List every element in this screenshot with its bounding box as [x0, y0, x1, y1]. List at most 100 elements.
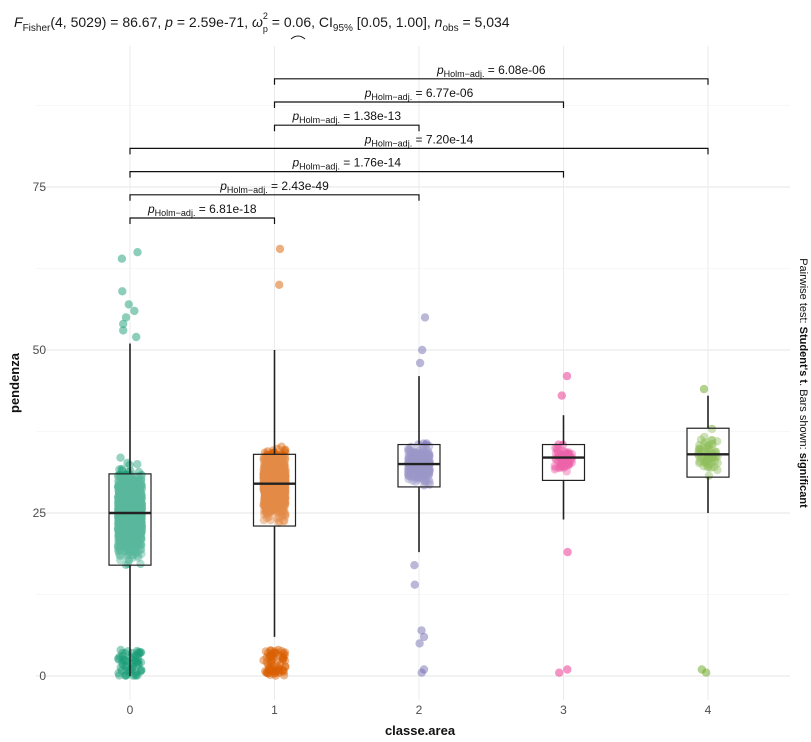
data-point — [133, 487, 143, 496]
data-point — [118, 516, 128, 525]
data-point — [279, 468, 288, 478]
data-point — [271, 503, 280, 513]
data-point — [259, 471, 268, 480]
data-point — [261, 507, 270, 516]
data-point — [116, 516, 126, 526]
data-point — [117, 517, 127, 527]
data-point — [271, 461, 280, 470]
data-point — [260, 468, 269, 477]
data-point — [114, 498, 123, 507]
data-point — [132, 499, 141, 508]
data-point — [269, 465, 279, 475]
data-point — [273, 490, 282, 500]
data-point — [273, 506, 282, 515]
data-point — [260, 472, 269, 481]
data-point — [271, 469, 280, 479]
data-point — [128, 482, 137, 491]
data-point — [123, 477, 132, 486]
data-point — [260, 466, 269, 475]
data-point — [134, 513, 143, 523]
data-point — [127, 523, 137, 532]
data-point — [125, 482, 134, 491]
data-point — [136, 490, 145, 499]
data-point — [122, 490, 131, 499]
data-point — [121, 505, 131, 514]
data-point — [114, 505, 123, 514]
data-point — [117, 538, 126, 547]
data-point — [126, 501, 136, 510]
data-point — [273, 473, 282, 482]
comparison-bracket — [129, 171, 565, 178]
data-point — [115, 536, 124, 545]
data-point — [114, 528, 123, 537]
data-point — [274, 456, 283, 465]
data-point — [274, 503, 284, 512]
data-point — [278, 460, 287, 469]
data-point — [134, 501, 143, 510]
data-point — [121, 514, 130, 524]
data-point — [263, 455, 272, 465]
data-point — [129, 487, 138, 496]
data-point — [118, 515, 127, 524]
data-point — [273, 492, 283, 501]
data-point — [134, 527, 143, 537]
data-point — [132, 646, 142, 656]
data-point — [129, 476, 138, 485]
data-point — [114, 513, 123, 522]
data-point — [136, 545, 146, 554]
data-point — [262, 484, 271, 493]
data-point — [135, 535, 145, 545]
data-point — [137, 502, 146, 511]
data-point — [134, 537, 143, 546]
data-point — [126, 490, 135, 499]
data-point — [122, 502, 131, 511]
comparison-label: pHolm−adj. = 1.38e-13 — [291, 109, 401, 125]
data-point — [132, 658, 142, 667]
data-point — [119, 492, 128, 501]
data-point — [260, 483, 269, 493]
data-point — [129, 489, 139, 498]
data-point — [122, 662, 132, 671]
data-point — [124, 531, 133, 540]
data-point — [271, 483, 281, 493]
data-point — [265, 488, 274, 497]
data-point — [262, 491, 271, 501]
data-point — [274, 488, 283, 498]
data-point — [133, 484, 142, 494]
data-point — [131, 523, 140, 533]
data-point — [274, 470, 283, 479]
data-point — [129, 528, 138, 538]
data-point — [133, 491, 142, 500]
data-point — [127, 503, 136, 512]
data-point — [123, 531, 132, 540]
data-point — [274, 484, 283, 493]
data-point — [114, 542, 123, 551]
data-point — [114, 500, 123, 509]
data-point — [135, 498, 144, 507]
data-point — [262, 473, 271, 483]
data-point — [270, 506, 279, 515]
data-point — [119, 530, 128, 540]
data-point — [265, 495, 275, 505]
data-point — [262, 466, 271, 475]
data-point — [273, 495, 282, 504]
data-point — [273, 499, 282, 508]
data-point — [114, 483, 124, 492]
data-point — [260, 499, 269, 509]
data-point — [120, 487, 129, 496]
data-point — [123, 521, 133, 530]
data-point — [268, 501, 278, 510]
data-point — [115, 526, 125, 535]
data-point — [120, 522, 130, 531]
data-point — [121, 482, 130, 491]
data-point — [126, 505, 135, 514]
data-point — [133, 503, 142, 512]
data-point — [277, 489, 286, 498]
data-point — [125, 498, 134, 507]
data-point — [271, 470, 281, 479]
data-point — [137, 518, 146, 527]
data-point — [129, 497, 138, 506]
data-point — [131, 502, 140, 511]
data-point — [275, 497, 284, 506]
data-point — [119, 501, 129, 510]
